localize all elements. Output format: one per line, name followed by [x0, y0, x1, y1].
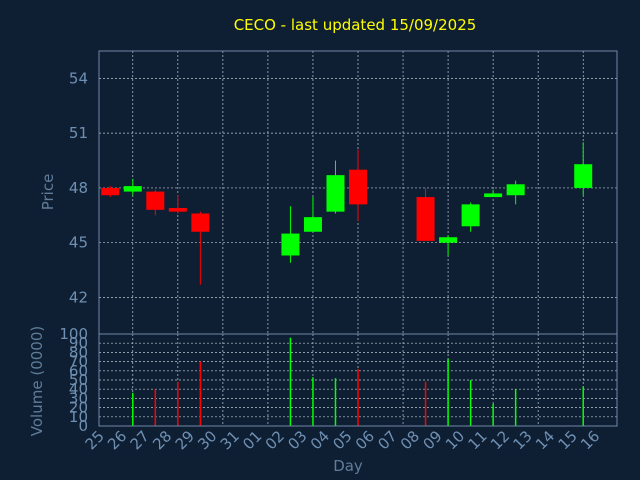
x-axis-ticks: 2526272829303101020304050607080910111213…	[82, 427, 604, 453]
volume-bar	[289, 337, 292, 426]
candle	[101, 186, 120, 198]
price-y-tick-label: 51	[69, 124, 88, 142]
volume-bar	[132, 392, 134, 426]
volume-y-tick-label: 50	[69, 371, 88, 389]
candle-body	[281, 233, 300, 256]
price-axis-label: Price	[39, 174, 57, 211]
volume-bar	[334, 378, 337, 426]
volume-bar	[447, 358, 449, 426]
x-axis-label: Day	[333, 457, 363, 475]
candle	[349, 149, 367, 221]
volume-bar	[154, 389, 157, 426]
volume-frame	[98, 333, 618, 427]
chart-title: CECO - last updated 15/09/2025	[234, 16, 477, 34]
volume-bar	[424, 381, 427, 426]
price-y-tick-label: 54	[69, 69, 88, 87]
volume-y-tick-label: 100	[59, 325, 88, 343]
candle-body	[326, 175, 345, 212]
candle-body	[168, 208, 187, 212]
candle-body	[101, 187, 120, 196]
price-y-tick-label: 42	[69, 288, 88, 306]
candle	[123, 178, 142, 196]
candle	[281, 206, 300, 263]
volume-bar	[199, 361, 202, 426]
volume-bar	[514, 389, 517, 426]
volume-y-tick-label: 10	[69, 408, 88, 426]
volume-y-tick-label: 0	[78, 417, 88, 435]
candle	[506, 180, 525, 205]
candle-body	[416, 197, 435, 241]
candle-body	[439, 237, 458, 243]
volume-y-tick-label: 70	[69, 353, 88, 371]
candle	[168, 195, 187, 214]
volume-y-tick-label: 80	[69, 343, 88, 361]
candle-body	[574, 164, 593, 188]
volume-bar	[469, 380, 472, 426]
candle-body	[146, 191, 165, 210]
candle	[574, 142, 593, 196]
volume-bar	[312, 377, 314, 426]
candle	[416, 187, 435, 241]
volume-y-tick-label: 40	[69, 380, 88, 398]
volume-y-tick-label: 60	[69, 362, 88, 380]
price-candles	[101, 142, 593, 285]
candle-body	[484, 193, 503, 198]
volume-bar	[582, 386, 584, 426]
price-y-tick-label: 48	[69, 179, 88, 197]
candle	[484, 189, 503, 198]
candle	[146, 189, 165, 216]
price-y-tick-label: 45	[69, 234, 88, 252]
volume-y-tick-label: 90	[69, 334, 88, 352]
candle-body	[461, 204, 480, 227]
candle-body	[191, 213, 210, 232]
candle-body	[349, 169, 367, 205]
volume-y-tick-label: 20	[69, 399, 88, 417]
price-panel: 42 45 48 51 54 Price	[39, 50, 618, 335]
candle	[303, 197, 322, 232]
price-y-ticks: 42 45 48 51 54	[69, 69, 88, 306]
candle	[439, 235, 458, 256]
volume-axis-label: Volume (0000)	[28, 326, 46, 436]
volume-bar	[357, 368, 359, 426]
candle-body	[123, 186, 142, 192]
candle-body	[506, 184, 525, 196]
volume-bar	[492, 403, 494, 426]
volume-y-tick-label: 30	[69, 389, 88, 407]
candle	[461, 202, 480, 232]
candle	[326, 160, 345, 214]
volume-bar	[177, 381, 179, 426]
volume-bars	[132, 337, 584, 426]
x-tick-label: 16	[577, 427, 603, 453]
candle-body	[303, 217, 322, 232]
candle	[191, 211, 210, 285]
